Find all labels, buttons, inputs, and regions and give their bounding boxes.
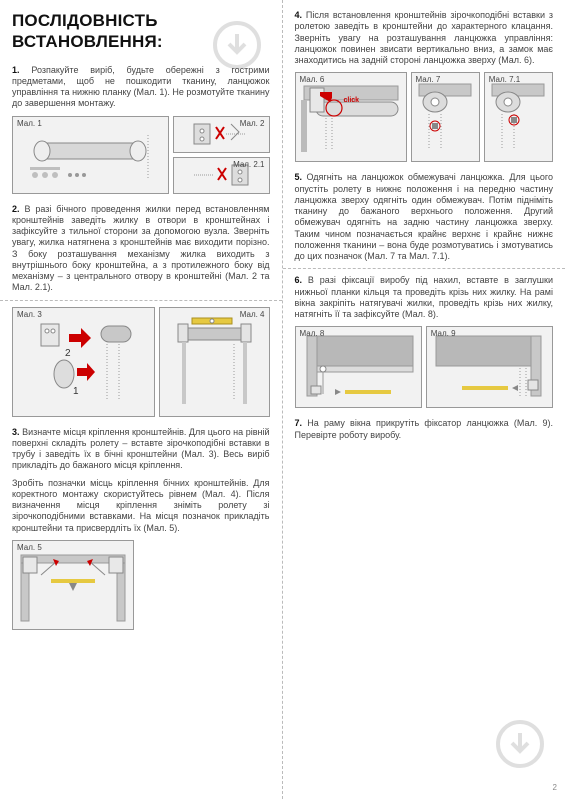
figure-row-1: Мал. 1 Мал. 2 (12, 116, 270, 194)
step-1-body: Розпакуйте виріб, будьте обережні з гост… (12, 65, 270, 109)
step-5-body: Одягніть на ланцюжок обмежувачі ланцюжка… (295, 172, 554, 261)
figure-3: Мал. 3 2 1 (12, 307, 155, 417)
step-3b-text: Зробіть позначки місць кріплення бічних … (12, 478, 270, 534)
figure-row-2: Мал. 3 2 1 Мал. 4 (12, 307, 270, 417)
step-3a-text: 3. Визначте місця кріплення кронштейнів.… (12, 427, 270, 472)
figure-7-1: Мал. 7.1 (484, 72, 553, 162)
fig-1-label: Мал. 1 (17, 119, 42, 129)
divider (0, 300, 282, 301)
step-6-text: 6. В разі фіксації виробу під нахил, вст… (295, 275, 554, 320)
step-7-body: На раму вікна прикрутіть фіксатор ланцюж… (295, 418, 554, 439)
step-4-body: Після встановлення кронштейнів зірочкопо… (295, 10, 554, 65)
figure-2: Мал. 2 (173, 116, 270, 153)
figure-row-3: Мал. 5 (12, 540, 270, 630)
fig-2-label: Мал. 2 (240, 119, 265, 129)
figure-row-4: Мал. 6 click Мал. 7 (295, 72, 554, 162)
svg-text:1: 1 (73, 386, 79, 397)
figure-row-5: Мал. 8 Мал. 9 (295, 326, 554, 408)
figure-2-1: Мал. 2.1 (173, 157, 270, 194)
svg-text:2: 2 (65, 348, 71, 359)
fig-4-label: Мал. 4 (240, 310, 265, 320)
watermark-icon (495, 719, 545, 769)
fig-6-label: Мал. 6 (300, 75, 325, 85)
step-2-text: 2. В разі бічного проведення жилки перед… (12, 204, 270, 294)
fig-3-label: Мал. 3 (17, 310, 42, 320)
fig-5-label: Мал. 5 (17, 543, 42, 553)
figure-6: Мал. 6 click (295, 72, 407, 162)
fig-71-label: Мал. 7.1 (489, 75, 520, 85)
step-4-text: 4. Після встановлення кронштейнів зірочк… (295, 10, 554, 66)
figure-1: Мал. 1 (12, 116, 169, 194)
figure-5: Мал. 5 (12, 540, 134, 630)
figure-7: Мал. 7 (411, 72, 480, 162)
step-7-text: 7. На раму вікна прикрутіть фіксатор лан… (295, 418, 554, 441)
step-3b-body: Зробіть позначки місць кріплення бічних … (12, 478, 270, 533)
step-6-body: В разі фіксації виробу під нахил, вставт… (295, 275, 554, 319)
figure-9: Мал. 9 (426, 326, 553, 408)
fig-7-label: Мал. 7 (416, 75, 441, 85)
figure-4: Мал. 4 (159, 307, 269, 417)
right-column: 4. Після встановлення кронштейнів зірочк… (283, 0, 565, 799)
step-5-text: 5. Одягніть на ланцюжок обмежувачі ланцю… (295, 172, 554, 262)
watermark-icon (212, 20, 262, 70)
page-number: 2 (553, 783, 557, 793)
divider (283, 268, 565, 269)
fig-21-label: Мал. 2.1 (233, 160, 264, 170)
step-2-body: В разі бічного проведення жилки перед вс… (12, 204, 270, 293)
left-column: ПОСЛІДОВНІСТЬ ВСТАНОВЛЕННЯ: 1. Розпакуйт… (0, 0, 283, 799)
fig-9-label: Мал. 9 (431, 329, 456, 339)
step-3a-body: Визначте місця кріплення кронштейнів. Дл… (12, 427, 270, 471)
fig-8-label: Мал. 8 (300, 329, 325, 339)
step-1-text: 1. Розпакуйте виріб, будьте обережні з г… (12, 65, 270, 110)
click-label: click (344, 97, 360, 106)
figure-8: Мал. 8 (295, 326, 422, 408)
